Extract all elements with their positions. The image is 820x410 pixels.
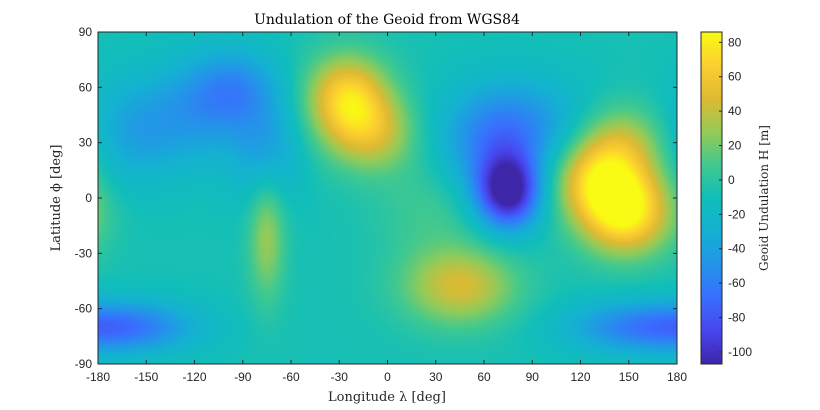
x-tick-label: 180 [667,370,687,384]
colorbar-tick-label: 60 [728,70,742,84]
x-tick-label: -30 [331,370,349,384]
colorbar-gradient [701,32,722,364]
colorbar-tick-label: -20 [728,207,746,221]
x-tick-label: -120 [182,370,206,384]
x-axis-label: Longitude λ [deg] [328,390,446,405]
y-tick-label: -60 [75,302,93,316]
colorbar-frame [700,31,723,365]
x-axis-ticks: -180 -150 -120 -90 -60 -30 0 30 60 90 120 150 180 [86,32,687,384]
colorbar-label: Geoid Undulation H [m] [757,125,771,271]
x-tick-label: -180 [86,370,110,384]
colorbar-tick-label: -60 [728,276,746,290]
y-axis-label: Latitude ϕ [deg] [49,145,64,252]
colorbar-tick-label: -100 [728,345,752,359]
x-tick-label: 0 [384,370,391,384]
colorbar: -100 -80 -60 -40 -20 0 20 40 60 80 Geoid Undulati… [700,31,771,365]
x-tick-label: 30 [429,370,443,384]
x-tick-label: -90 [234,370,252,384]
colorbar-tick-label: 0 [728,173,735,187]
x-tick-label: 120 [570,370,590,384]
colorbar-tick-label: 20 [728,139,742,153]
x-tick-label: -150 [134,370,158,384]
x-tick-label: 60 [477,370,491,384]
y-tick-label: 0 [85,191,92,205]
colorbar-ticks: -100 -80 -60 -40 -20 0 20 40 60 80 [719,35,752,359]
chart-title: Undulation of the Geoid from WGS84 [254,12,520,28]
y-tick-label: -30 [75,246,93,260]
x-tick-label: 90 [526,370,540,384]
colorbar-tick-label: 80 [728,35,742,49]
y-tick-label: 60 [79,80,93,94]
colorbar-tick-label: -80 [728,311,746,325]
geoid-heatmap [98,32,677,364]
y-tick-label: 30 [79,136,93,150]
plot-area: -180 -150 -120 -90 -60 -30 0 30 60 90 120 150 180 -9… [75,25,688,384]
x-tick-label: 150 [619,370,639,384]
colorbar-tick-label: -40 [728,242,746,256]
y-axis-ticks: -90 -60 -30 0 30 60 90 [75,25,677,371]
y-tick-label: 90 [79,25,93,39]
y-tick-label: -90 [75,357,93,371]
x-tick-label: -60 [282,370,300,384]
colorbar-tick-label: 40 [728,104,742,118]
